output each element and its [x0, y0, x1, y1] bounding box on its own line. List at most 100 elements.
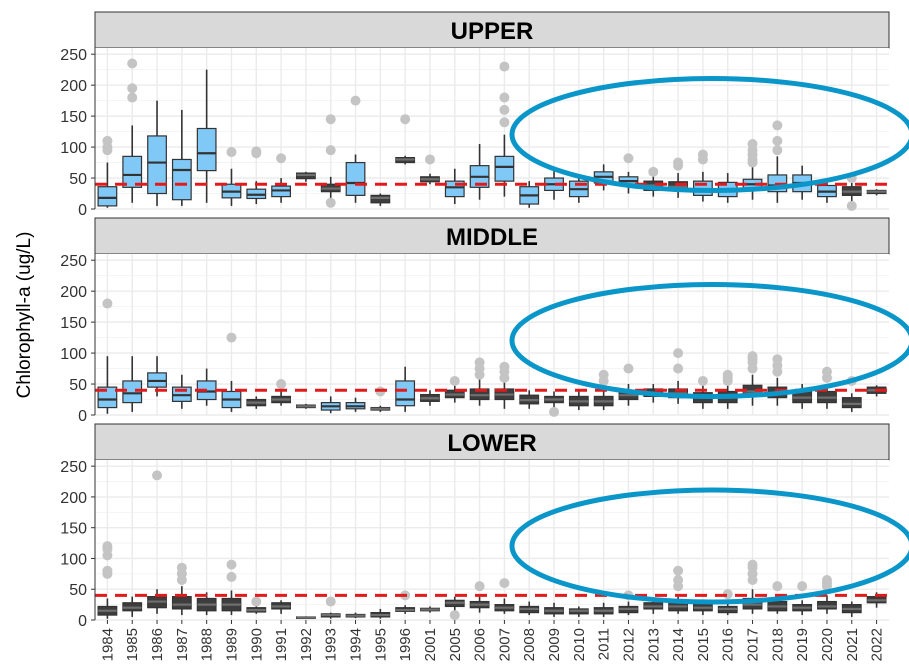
box-2005 — [444, 375, 465, 403]
x-tick-label: 1987 — [174, 628, 191, 661]
outlier-point — [499, 104, 510, 115]
x-tick-label: 1993 — [323, 628, 340, 661]
box-iqr — [494, 155, 515, 182]
y-tick-label: 0 — [78, 202, 87, 219]
outlier-point — [276, 153, 287, 164]
y-tick-label: 250 — [60, 459, 87, 476]
x-tick-label: 2001 — [422, 628, 439, 661]
outlier-point — [772, 120, 783, 131]
plot-background — [95, 460, 889, 620]
outlier-point — [474, 357, 485, 368]
outlier-point — [697, 149, 708, 160]
x-tick-label: 1994 — [348, 628, 365, 661]
x-tick-label: 2007 — [496, 628, 513, 661]
box-iqr — [97, 386, 118, 409]
x-tick-label: 2015 — [695, 628, 712, 661]
box-2014 — [668, 157, 688, 198]
box-1989 — [221, 332, 242, 412]
box-iqr — [370, 194, 391, 204]
x-tick-label: 1996 — [397, 628, 414, 661]
outlier-point — [127, 92, 138, 103]
y-tick-label: 100 — [60, 140, 87, 157]
x-tick-label: 1990 — [248, 628, 265, 661]
x-tick-label: 2021 — [844, 628, 861, 661]
box-1996 — [395, 114, 416, 165]
box-2021 — [841, 601, 862, 617]
outlier-point — [623, 363, 634, 374]
x-tick-label: 2006 — [472, 628, 489, 661]
box-2012 — [618, 363, 639, 406]
box-1984 — [97, 135, 118, 208]
outlier-point — [673, 157, 684, 168]
x-tick-label: 1985 — [124, 628, 141, 661]
outlier-point — [499, 578, 510, 589]
box-1984 — [97, 541, 118, 619]
outlier-point — [821, 575, 832, 585]
box-1987 — [171, 562, 192, 616]
panels: UPPER 0 50 100 150 200 250 MIDDLE 0 50 100 150 200 25… — [60, 11, 890, 630]
box-2006 — [469, 357, 490, 406]
box-iqr — [345, 161, 366, 196]
outlier-point — [623, 153, 634, 164]
box-iqr — [171, 596, 192, 610]
x-tick-label: 1991 — [273, 628, 290, 661]
outlier-point — [325, 114, 336, 125]
outlier-point — [127, 58, 138, 69]
box-iqr — [147, 135, 167, 195]
outlier-point — [797, 581, 808, 592]
panel-middle: MIDDLE 0 50 100 150 200 250 — [60, 217, 890, 425]
outlier-point — [499, 92, 510, 103]
outlier-point — [673, 575, 684, 585]
facet-strip — [94, 423, 890, 461]
box-2011 — [593, 369, 614, 411]
box-2019 — [792, 581, 813, 616]
box-1988 — [196, 69, 217, 203]
outlier-point — [474, 581, 485, 592]
outlier-point — [400, 114, 411, 125]
box-1992 — [296, 171, 316, 182]
box-2007 — [494, 578, 515, 614]
box-1994 — [345, 612, 366, 619]
box-iqr — [97, 186, 118, 207]
box-1995 — [370, 193, 391, 206]
outlier-point — [176, 562, 187, 573]
box-2001 — [420, 390, 440, 406]
facet-strip-label: MIDDLE — [446, 224, 538, 251]
outlier-point — [276, 379, 287, 390]
box-2007 — [494, 61, 515, 197]
outlier-point — [499, 61, 510, 72]
outlier-point — [549, 406, 560, 417]
outlier-point — [673, 363, 684, 374]
y-tick-label: 50 — [69, 377, 87, 394]
outlier-point — [499, 117, 510, 128]
x-tick-label: 2018 — [769, 628, 786, 661]
box-2020 — [817, 575, 837, 614]
box-2008 — [519, 601, 540, 616]
x-tick-label: 2016 — [720, 628, 737, 661]
box-iqr — [841, 397, 862, 409]
y-tick-label: 150 — [60, 315, 87, 332]
y-tick-label: 150 — [60, 521, 87, 538]
facet-strip — [94, 11, 890, 49]
outlier-point — [772, 581, 783, 592]
x-tick-label: 2010 — [571, 628, 588, 661]
x-tick-label: 1992 — [298, 628, 315, 661]
outlier-point — [648, 166, 659, 177]
box-2001 — [420, 154, 440, 185]
x-tick-label: 2020 — [819, 628, 836, 661]
box-2008 — [519, 181, 540, 208]
y-axis-label: Chlorophyll-a (ug/L) — [14, 232, 35, 399]
outlier-point — [251, 596, 262, 607]
x-tick-label: 2019 — [794, 628, 811, 661]
outlier-point — [449, 375, 460, 386]
x-tick-label: 1986 — [149, 628, 166, 661]
outlier-point — [325, 197, 336, 208]
outlier-point — [821, 366, 832, 377]
x-tick-label: 2009 — [546, 628, 563, 661]
outlier-point — [772, 145, 783, 156]
highlight-ellipse — [509, 282, 909, 399]
box-2006 — [469, 143, 490, 200]
box-2009 — [544, 602, 564, 617]
box-2010 — [568, 391, 589, 411]
